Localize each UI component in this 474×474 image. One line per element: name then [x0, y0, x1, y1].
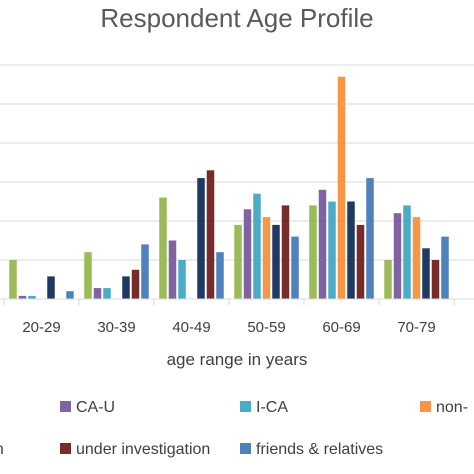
- legend-label: friends & relatives: [256, 441, 383, 458]
- bar-series-5-40-49: [197, 178, 205, 299]
- bar-ca-u-30-39: [93, 288, 102, 299]
- bar-series-1-50-59: [234, 224, 242, 299]
- x-axis-title: age range in years: [166, 350, 308, 369]
- x-tick-label: 50-59: [247, 319, 285, 336]
- bar-series-5-60-69: [347, 201, 355, 299]
- legend-swatch: [60, 401, 71, 412]
- bar-series-1-30-39: [84, 252, 92, 299]
- bar-i-ca-30-39: [103, 288, 111, 299]
- bar-i-ca-50-59: [253, 193, 261, 299]
- legend-swatch: [420, 401, 431, 412]
- x-tick-label: 20-29: [22, 319, 60, 336]
- legend-swatch: [60, 443, 71, 454]
- bar-i-ca-20-29: [28, 295, 36, 299]
- bar-series-1-60-69: [309, 205, 317, 299]
- bar-under-investigation-50-59: [281, 205, 290, 299]
- bar-i-ca-40-49: [178, 260, 186, 299]
- bar-series-1-40-49: [159, 197, 167, 299]
- bar-series-1-70-79: [384, 260, 392, 299]
- bar-series-5-30-39: [122, 276, 130, 299]
- chart-title: Respondent Age Profile: [100, 3, 374, 33]
- bar-under-investigation-40-49: [206, 170, 215, 299]
- legend-swatch: [240, 443, 251, 454]
- bar-friends-relatives-50-59: [291, 236, 299, 299]
- bar-under-investigation-60-69: [356, 224, 365, 299]
- bar-i-ca-70-79: [403, 205, 411, 299]
- bar-friends-relatives-70-79: [441, 236, 449, 299]
- bar-friends-relatives-60-69: [366, 178, 374, 299]
- legend-label: under investigation: [76, 441, 210, 458]
- bar-ca-u-60-69: [318, 189, 327, 299]
- legend-label: CA-U: [76, 399, 115, 416]
- bar-non--70-79: [412, 217, 421, 299]
- bar-non--60-69: [337, 76, 346, 299]
- bar-non--50-59: [262, 217, 271, 299]
- bar-ca-u-40-49: [168, 240, 177, 299]
- bar-friends-relatives-30-39: [141, 244, 149, 299]
- bar-series-5-70-79: [422, 248, 430, 299]
- legend-swatch: [240, 401, 251, 412]
- bar-series-1-20-29: [9, 260, 17, 299]
- bar-series-5-50-59: [272, 224, 280, 299]
- bar-friends-relatives-40-49: [216, 252, 224, 299]
- bar-friends-relatives-20-29: [66, 291, 74, 299]
- legend-label: on: [0, 441, 4, 458]
- x-tick-label: 40-49: [172, 319, 210, 336]
- bar-ca-u-50-59: [243, 209, 252, 299]
- x-tick-label: 30-39: [97, 319, 135, 336]
- legend-label: non-: [436, 399, 468, 416]
- bar-ca-u-20-29: [18, 295, 27, 299]
- bar-ca-u-70-79: [393, 213, 402, 299]
- legend-label: I-CA: [256, 399, 288, 416]
- bar-series-5-20-29: [47, 276, 55, 299]
- bar-under-investigation-30-39: [131, 269, 140, 299]
- x-tick-label: 70-79: [397, 319, 435, 336]
- x-tick-label: 60-69: [322, 319, 360, 336]
- bar-i-ca-60-69: [328, 201, 336, 299]
- bar-under-investigation-70-79: [431, 260, 440, 299]
